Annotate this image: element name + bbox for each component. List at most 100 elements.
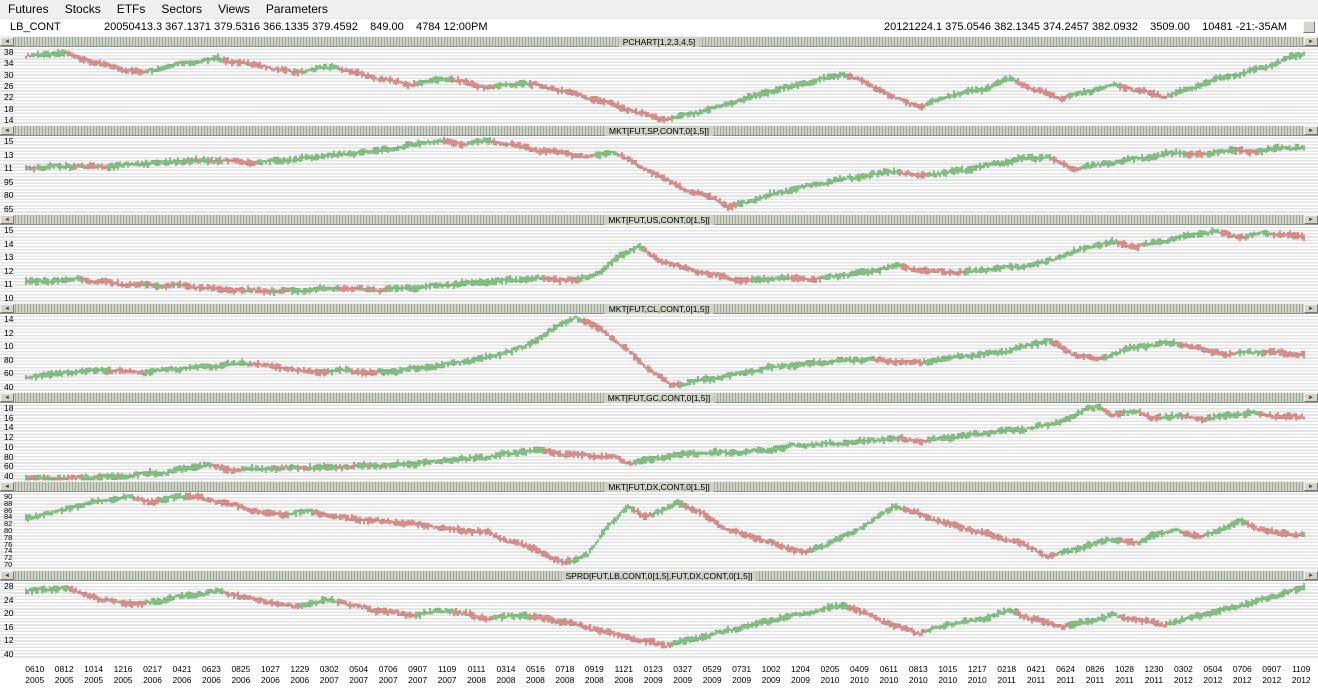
menu-sectors[interactable]: Sectors: [161, 2, 203, 16]
y-axis-label: 65: [4, 204, 14, 214]
y-axis-label: 10: [4, 293, 14, 303]
menu-parameters[interactable]: Parameters: [265, 2, 328, 16]
info-corner-button[interactable]: [1303, 21, 1315, 33]
scroll-right-button[interactable]: ►: [1304, 37, 1318, 46]
y-axis-label: 40: [4, 382, 14, 392]
x-axis-label: 0611 2010: [879, 664, 899, 685]
y-axis-label: 18: [4, 103, 14, 114]
x-axis-label: 0111 2008: [467, 664, 486, 685]
scroll-left-button[interactable]: ◄: [0, 126, 14, 135]
scroll-left-button[interactable]: ◄: [0, 215, 14, 224]
scroll-left-button[interactable]: ◄: [0, 393, 14, 402]
x-axis-label: 0718 2008: [555, 664, 575, 685]
scroll-left-button[interactable]: ◄: [0, 304, 14, 313]
panel-title-bar[interactable]: ◄ PCHART[1,2,3,4,5] ►: [0, 36, 1318, 47]
panel-title-bar[interactable]: ◄ MKT[FUT,CL,CONT,0[1,5]] ►: [0, 303, 1318, 314]
x-axis-label: 1229 2006: [290, 664, 310, 685]
y-axis-label: 10: [4, 441, 14, 452]
panels: ◄ PCHART[1,2,3,4,5] ► 38 34 30 26 22 18 14 ◄ MKT[FU…: [0, 36, 1318, 659]
x-axis-label: 0327 2009: [673, 664, 693, 685]
price-series: [25, 315, 1305, 389]
x-axis-label: 1109 2007: [437, 664, 457, 685]
panel-title: MKT[FUT,US,CONT,0[1,5]]: [604, 215, 714, 225]
y-axis-label: 11: [4, 163, 13, 174]
menu-stocks[interactable]: Stocks: [64, 2, 101, 16]
y-axis-label: 13: [4, 252, 14, 263]
scroll-right-button[interactable]: ►: [1304, 126, 1318, 135]
price-series: [25, 583, 1305, 649]
last-bar-quote: 20121224.1 375.0546 382.1345 374.2457 38…: [884, 21, 1288, 33]
x-axis-label: 0919 2008: [584, 664, 604, 685]
x-axis-label: 0706 2007: [378, 664, 398, 685]
scroll-left-button[interactable]: ◄: [0, 571, 14, 580]
y-axis-label: 72: [4, 553, 13, 563]
chart-plot-area[interactable]: 90 88 86 84 82 80 78 76 74 72 70: [0, 492, 1318, 570]
menu-futures[interactable]: Futures: [8, 2, 49, 16]
y-axis-label: 60: [4, 461, 14, 472]
chart-panel-sp: ◄ MKT[FUT,SP,CONT,0[1,5]] ► 15 13 11 95 80 65: [0, 125, 1318, 214]
y-axis-label: 76: [4, 539, 13, 549]
panel-title-bar[interactable]: ◄ MKT[FUT,SP,CONT,0[1,5]] ►: [0, 125, 1318, 136]
y-axis-label: 14: [4, 238, 14, 249]
chart-panel-sprd-lb-dx: ◄ SPRD[FUT,LB,CONT,0[1,5],FUT,DX,CONT,0[1…: [0, 570, 1318, 659]
x-axis-label: 0731 2009: [732, 664, 752, 685]
x-axis-label: 0907 2012: [1262, 664, 1282, 685]
price-series: [25, 227, 1305, 297]
x-axis-label: 0907 2007: [408, 664, 428, 685]
menu-views[interactable]: Views: [218, 2, 250, 16]
panel-title: MKT[FUT,SP,CONT,0[1,5]]: [605, 126, 713, 136]
y-axis-label: 70: [4, 560, 13, 569]
chart-plot-area[interactable]: 14 12 10 80 60 40: [0, 314, 1318, 392]
y-axis-label: 14: [4, 422, 14, 433]
y-axis-label: 38: [4, 47, 14, 57]
scroll-left-button[interactable]: ◄: [0, 482, 14, 491]
x-axis-label: 0421 2011: [1026, 664, 1046, 685]
y-axis-label: 78: [4, 532, 13, 542]
chart-plot-area[interactable]: 18 16 14 12 10 80 60 40: [0, 403, 1318, 481]
chart-plot-area[interactable]: 28 24 20 16 12 40: [0, 581, 1318, 659]
menu-bar: Futures Stocks ETFs Sectors Views Parame…: [0, 0, 1318, 19]
panel-title-bar[interactable]: ◄ SPRD[FUT,LB,CONT,0[1,5],FUT,DX,CONT,0[1…: [0, 570, 1318, 581]
panel-title-bar[interactable]: ◄ MKT[FUT,GC,CONT,0[1,5]] ►: [0, 392, 1318, 403]
x-axis-label: 0610 2005: [25, 664, 45, 685]
scroll-right-button[interactable]: ►: [1304, 571, 1318, 580]
panel-title: PCHART[1,2,3,4,5]: [618, 37, 700, 47]
menu-etfs[interactable]: ETFs: [116, 2, 146, 16]
x-axis-label: 0504 2012: [1203, 664, 1223, 685]
x-axis-label: 0205 2010: [820, 664, 840, 685]
y-axis-label: 80: [4, 451, 14, 462]
y-axis-label: 74: [4, 546, 13, 556]
x-axis-label: 0421 2006: [172, 664, 192, 685]
x-axis-label: 1028 2011: [1115, 664, 1134, 685]
scroll-right-button[interactable]: ►: [1304, 393, 1318, 402]
y-axis-label: 80: [4, 526, 13, 535]
scroll-right-button[interactable]: ►: [1304, 304, 1318, 313]
symbol-label: LB_CONT: [10, 21, 61, 33]
scroll-left-button[interactable]: ◄: [0, 37, 14, 46]
first-bar-quote: 20050413.3 367.1371 379.5316 366.1335 37…: [104, 21, 488, 33]
x-axis-label: 0217 2006: [143, 664, 162, 685]
scroll-right-button[interactable]: ►: [1304, 215, 1318, 224]
y-axis-label: 88: [4, 498, 13, 508]
x-axis-label: 1014 2005: [84, 664, 104, 685]
x-axis-label: 0812 2005: [54, 664, 74, 685]
y-axis-label: 22: [4, 92, 14, 103]
y-axis-label: 10: [4, 341, 14, 352]
panel-title: MKT[FUT,CL,CONT,0[1,5]]: [604, 304, 714, 314]
chart-plot-area[interactable]: 38 34 30 26 22 18 14: [0, 47, 1318, 125]
x-axis-label: 0624 2011: [1056, 664, 1076, 685]
x-axis-label: 0123 2009: [643, 664, 663, 685]
chart-plot-area[interactable]: 15 13 11 95 80 65: [0, 136, 1318, 214]
x-axis-label: 1216 2005: [113, 664, 133, 685]
x-axis-label: 1204 2009: [791, 664, 810, 685]
x-axis-label: 1217 2010: [967, 664, 987, 685]
y-axis-label: 24: [4, 594, 14, 605]
chart-plot-area[interactable]: 15 14 13 12 11 10: [0, 225, 1318, 303]
scroll-right-button[interactable]: ►: [1304, 482, 1318, 491]
y-axis-label: 80: [4, 354, 14, 365]
x-axis-label: 0529 2009: [702, 664, 722, 685]
panel-title-bar[interactable]: ◄ MKT[FUT,DX,CONT,0[1,5]] ►: [0, 481, 1318, 492]
x-axis-label: 0623 2006: [201, 664, 221, 685]
y-axis-label: 95: [4, 176, 14, 187]
panel-title-bar[interactable]: ◄ MKT[FUT,US,CONT,0[1,5]] ►: [0, 214, 1318, 225]
